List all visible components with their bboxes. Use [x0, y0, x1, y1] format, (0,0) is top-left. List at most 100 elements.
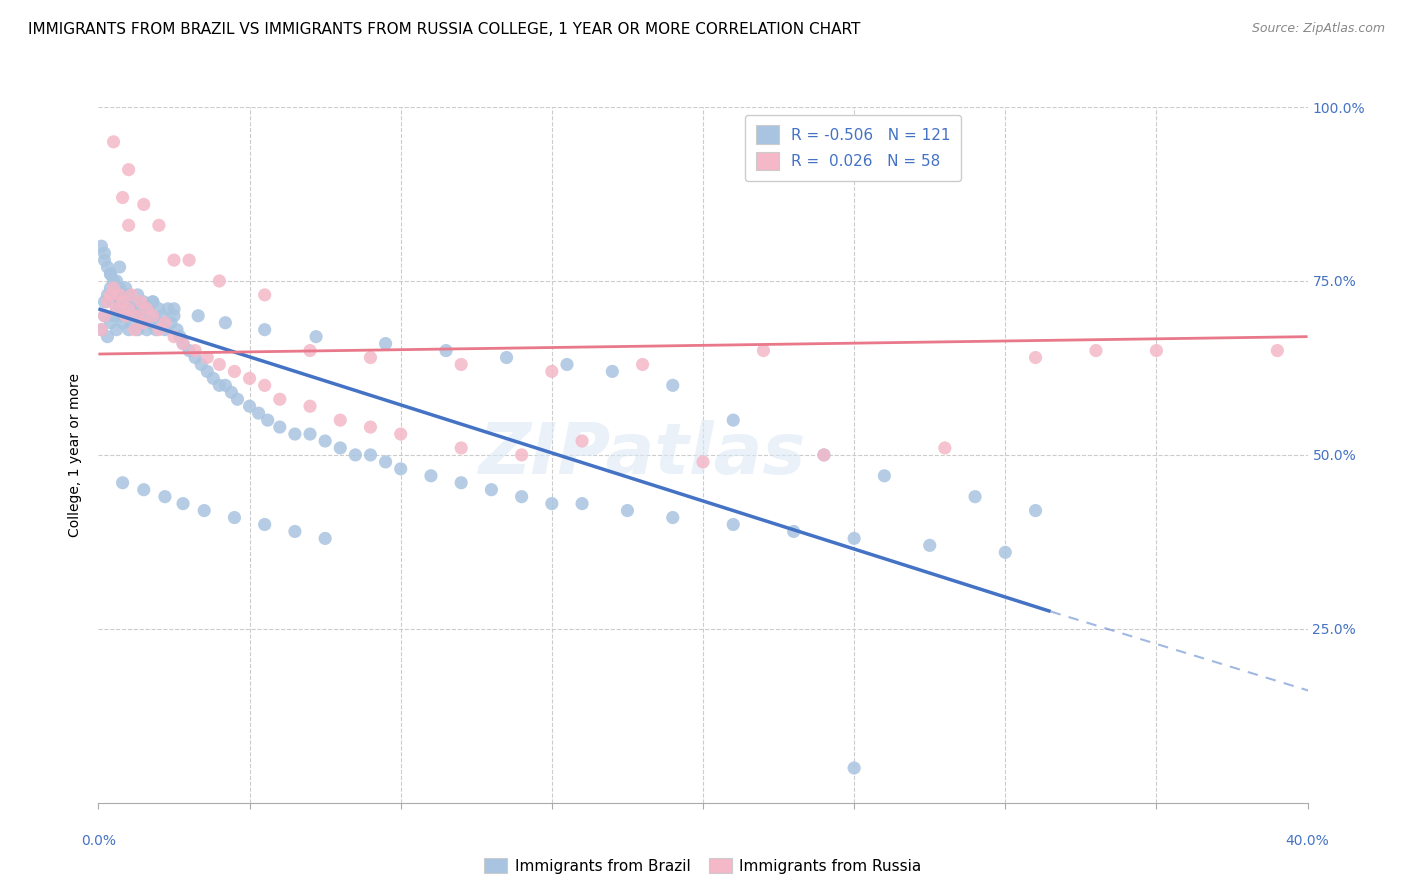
Point: [510, 490, 533, 504]
Point: [179, 343, 201, 358]
Point: [129, 316, 152, 330]
Point: [540, 497, 562, 511]
Point: [145, 323, 167, 337]
Point: [163, 309, 186, 323]
Point: [752, 343, 775, 358]
Point: [965, 490, 987, 504]
Point: [118, 288, 141, 302]
Point: [434, 343, 457, 358]
Text: 40.0%: 40.0%: [1285, 834, 1330, 848]
Point: [224, 364, 246, 378]
Point: [100, 281, 122, 295]
Point: [179, 253, 201, 268]
Point: [450, 475, 472, 490]
Point: [93, 309, 115, 323]
Point: [121, 301, 143, 316]
Point: [172, 336, 194, 351]
Point: [105, 288, 128, 302]
Point: [723, 517, 745, 532]
Point: [142, 309, 165, 323]
Point: [132, 197, 155, 211]
Point: [284, 524, 307, 539]
Point: [253, 288, 276, 302]
Point: [105, 301, 128, 316]
Point: [481, 483, 503, 497]
Point: [299, 399, 322, 413]
Legend: Immigrants from Brazil, Immigrants from Russia: Immigrants from Brazil, Immigrants from …: [478, 852, 928, 880]
Point: [208, 378, 231, 392]
Point: [253, 517, 276, 532]
Point: [555, 358, 578, 372]
Point: [226, 392, 249, 407]
Point: [193, 503, 215, 517]
Point: [184, 343, 207, 358]
Point: [239, 399, 262, 413]
Point: [105, 323, 128, 337]
Point: [142, 294, 165, 309]
Point: [662, 510, 685, 524]
Point: [284, 427, 307, 442]
Point: [153, 316, 176, 330]
Point: [239, 371, 262, 385]
Point: [374, 336, 396, 351]
Point: [135, 323, 157, 337]
Point: [616, 503, 638, 517]
Point: [495, 351, 517, 365]
Point: [202, 371, 225, 385]
Point: [100, 267, 122, 281]
Point: [118, 323, 141, 337]
Point: [148, 301, 170, 316]
Point: [329, 441, 352, 455]
Point: [111, 288, 134, 302]
Point: [114, 281, 136, 295]
Point: [153, 323, 176, 337]
Point: [783, 524, 806, 539]
Point: [96, 329, 118, 343]
Point: [96, 260, 118, 274]
Point: [540, 364, 562, 378]
Point: [105, 301, 128, 316]
Point: [269, 392, 291, 407]
Point: [256, 413, 278, 427]
Point: [148, 316, 170, 330]
Point: [127, 309, 149, 323]
Point: [374, 455, 396, 469]
Y-axis label: College, 1 year or more: College, 1 year or more: [69, 373, 83, 537]
Point: [108, 288, 131, 302]
Text: 0.0%: 0.0%: [82, 834, 115, 848]
Point: [129, 301, 152, 316]
Point: [103, 274, 125, 288]
Point: [163, 329, 186, 343]
Point: [156, 301, 179, 316]
Point: [1144, 343, 1167, 358]
Point: [510, 448, 533, 462]
Point: [96, 294, 118, 309]
Point: [166, 323, 188, 337]
Point: [571, 434, 593, 448]
Point: [873, 468, 896, 483]
Point: [208, 358, 231, 372]
Point: [108, 281, 131, 295]
Point: [132, 294, 155, 309]
Point: [132, 316, 155, 330]
Point: [100, 267, 122, 281]
Point: [160, 316, 183, 330]
Point: [360, 448, 382, 462]
Point: [269, 420, 291, 434]
Point: [150, 309, 173, 323]
Point: [187, 309, 209, 323]
Point: [224, 510, 246, 524]
Point: [299, 427, 322, 442]
Point: [100, 288, 122, 302]
Point: [103, 135, 125, 149]
Point: [813, 448, 835, 462]
Point: [111, 316, 134, 330]
Point: [90, 323, 112, 337]
Point: [1024, 503, 1046, 517]
Point: [108, 294, 131, 309]
Legend: R = -0.506   N = 121, R =  0.026   N = 58: R = -0.506 N = 121, R = 0.026 N = 58: [745, 115, 962, 181]
Point: [118, 309, 141, 323]
Point: [723, 413, 745, 427]
Point: [247, 406, 270, 420]
Point: [221, 385, 243, 400]
